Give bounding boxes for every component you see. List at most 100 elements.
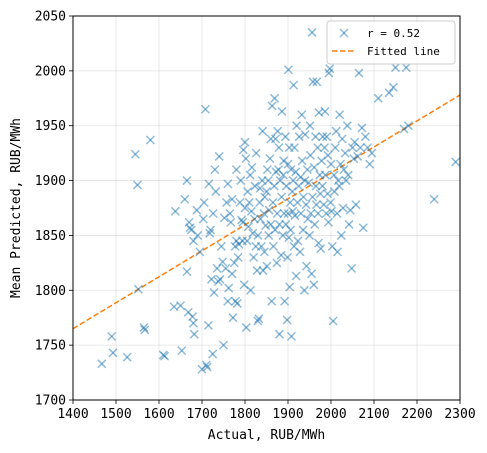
scatter-point [353, 151, 363, 161]
scatter-point [280, 132, 290, 142]
scatter-point [294, 132, 304, 142]
scatter-point [325, 64, 335, 74]
scatter-point [238, 145, 248, 155]
scatter-point [267, 101, 277, 111]
scatter-point [320, 143, 330, 153]
x-axis-ticks: 1400 1500 1600 1700 1800 1900 2000 2100 2200 2300 [57, 400, 476, 422]
scatter-point [308, 77, 318, 87]
legend: r = 0.52 Fitted line [326, 20, 456, 65]
scatter-point [170, 206, 180, 216]
y-tick-label: 1700 [35, 394, 66, 409]
scatter-point [241, 323, 251, 333]
scatter-point [283, 65, 293, 75]
scatter-point [145, 135, 155, 145]
scatter-point [286, 165, 296, 175]
scatter-point [304, 230, 315, 240]
scatter-point [254, 314, 264, 324]
scatter-point [250, 181, 260, 191]
scatter-point [177, 346, 187, 356]
scatter-point [451, 157, 461, 167]
scatter-point [330, 143, 340, 153]
scatter-point [266, 219, 276, 229]
scatter-point [264, 205, 274, 215]
legend-box [326, 20, 456, 65]
scatter-point [243, 222, 253, 232]
x-tick-label: 1400 [57, 407, 88, 422]
scatter-point [248, 228, 258, 238]
scatter-point [365, 159, 375, 169]
scatter-point [227, 269, 237, 279]
scatter-point [295, 247, 305, 257]
scatter-point [258, 126, 268, 136]
scatter-point [336, 230, 346, 240]
y-tick-label: 1750 [35, 339, 66, 354]
scatter-point [267, 296, 277, 306]
scatter-point [245, 170, 255, 180]
scatter-point [223, 296, 233, 306]
scatter-point [223, 179, 233, 189]
scatter-point [270, 225, 280, 235]
scatter-point [211, 187, 221, 197]
y-tick-label: 2000 [35, 64, 66, 79]
scatter-point [268, 241, 278, 251]
scatter-point [236, 176, 246, 186]
scatter-point [249, 252, 259, 262]
scatter-point [108, 348, 118, 358]
x-tick-label: 2200 [401, 407, 432, 422]
scatter-point [351, 200, 361, 210]
scatter-point [284, 233, 294, 243]
scatter-point [403, 121, 413, 131]
scatter-point [247, 162, 257, 172]
scatter-point [298, 192, 309, 202]
scatter-point [274, 329, 284, 339]
scatter-point [299, 285, 309, 295]
scatter-point [206, 225, 216, 235]
y-tick-label: 1900 [35, 174, 66, 189]
scatter-point [274, 143, 284, 153]
scatter-point [291, 271, 301, 281]
scatter-point [182, 267, 192, 277]
x-axis-title: Actual, RUB/MWh [208, 428, 325, 443]
scatter-point [195, 247, 205, 257]
scatter-point [227, 194, 237, 204]
scatter-point [323, 217, 333, 227]
scatter-point [342, 121, 352, 131]
scatter-point [246, 285, 256, 295]
scatter-point [335, 159, 345, 169]
scatter-point [313, 208, 323, 219]
legend-fitted-line-label: Fitted line [367, 45, 440, 58]
scatter-point [272, 208, 282, 219]
scatter-point [202, 362, 212, 372]
scatter-point [278, 230, 288, 240]
scatter-point [261, 187, 272, 197]
scatter-point [219, 213, 229, 223]
scatter-point [283, 208, 293, 219]
scatter-point [301, 200, 311, 210]
scatter-point [310, 132, 321, 142]
scatter-point [268, 197, 278, 208]
scatter-point [338, 203, 348, 213]
y-axis-ticks: 1700 1750 1800 1850 1900 1950 2000 2050 [35, 10, 73, 409]
scatter-point [429, 194, 439, 204]
scatter-point [132, 180, 143, 190]
scatter-point [307, 269, 317, 279]
scatter-point [233, 252, 243, 262]
scatter-point [241, 154, 251, 164]
scatter-point [201, 360, 211, 370]
scatter-point [305, 121, 315, 131]
scatter-point [206, 274, 216, 284]
x-tick-label: 1800 [229, 407, 260, 422]
scatter-point [285, 197, 295, 208]
scatter-point [334, 181, 344, 191]
scatter-point [323, 189, 333, 199]
scatter-point [274, 219, 284, 229]
scatter-point [242, 236, 252, 246]
scatter-point [279, 208, 289, 219]
scatter-point [332, 247, 342, 257]
scatter-point [315, 189, 325, 199]
scatter-point [224, 283, 234, 293]
scatter-point [232, 298, 242, 308]
scatter-point [286, 331, 296, 341]
scatter-point [203, 320, 213, 330]
scatter-point [231, 165, 241, 175]
